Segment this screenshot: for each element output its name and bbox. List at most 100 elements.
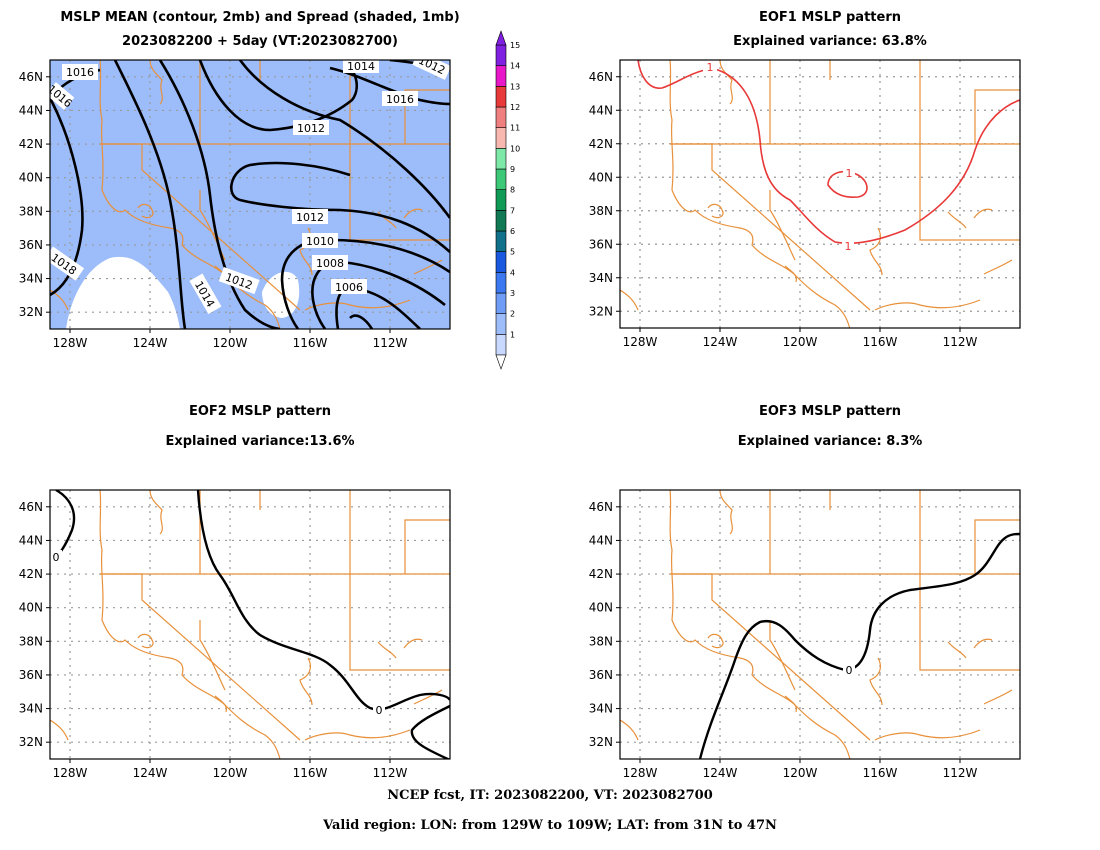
coastline-segment bbox=[349, 574, 450, 671]
colorbar-swatch bbox=[495, 65, 507, 87]
colorbar-swatch bbox=[495, 313, 507, 335]
y-tick-label: 32N bbox=[19, 305, 43, 319]
y-tick-label: 42N bbox=[19, 137, 43, 151]
x-tick-label: 120W bbox=[783, 335, 818, 349]
coastline-segment bbox=[99, 60, 281, 329]
panel3-map: 0 0 bbox=[50, 490, 450, 759]
isobar bbox=[50, 97, 84, 297]
colorbar-swatch bbox=[495, 334, 507, 356]
x-tick-label: 124W bbox=[133, 766, 168, 780]
coastline-segment bbox=[874, 729, 981, 741]
coastline-segment bbox=[784, 695, 797, 713]
coastline-segment bbox=[199, 620, 226, 691]
colorbar-swatch bbox=[495, 44, 507, 66]
x-tick-label: 120W bbox=[783, 766, 818, 780]
isobar bbox=[349, 314, 374, 329]
colorbar-label: 1 bbox=[510, 330, 515, 339]
coastline-segment bbox=[669, 490, 851, 759]
eof1-contours bbox=[637, 60, 1020, 245]
panel3-axes: 128W 124W 120W 116W 112W 46N 44N 42N 40N 38N 36N 34… bbox=[19, 500, 408, 780]
panel4-title-line1: EOF3 MSLP pattern bbox=[758, 404, 901, 419]
y-tick-label: 34N bbox=[19, 272, 43, 286]
y-tick-label: 32N bbox=[589, 735, 613, 749]
low-spread-area bbox=[66, 256, 180, 329]
colorbar-label: 3 bbox=[510, 289, 515, 298]
coastline-segment bbox=[403, 638, 423, 649]
y-tick-label: 40N bbox=[589, 170, 613, 184]
x-tick-label: 116W bbox=[863, 766, 898, 780]
coastline-segment bbox=[947, 211, 967, 229]
coastline-segment bbox=[620, 719, 639, 741]
colorbar-swatch bbox=[495, 148, 507, 170]
colorbar-label: 10 bbox=[510, 144, 520, 153]
panel1-map: 1016 1016 1014 1016 1012 1012 1010 1008 … bbox=[50, 60, 450, 329]
panel1-frame bbox=[49, 59, 451, 330]
coastline-segment bbox=[874, 299, 981, 311]
isobar-label: 1006 bbox=[335, 281, 363, 294]
x-tick-label: 112W bbox=[943, 335, 978, 349]
colorbar-label: 12 bbox=[510, 103, 520, 112]
y-tick-label: 36N bbox=[589, 668, 613, 682]
y-tick-label: 32N bbox=[19, 735, 43, 749]
panel2-axes: 128W 124W 120W 116W 112W 46N 44N 42N 40N 38N 36N 34… bbox=[589, 70, 978, 349]
coastline-segment bbox=[149, 60, 163, 105]
y-tick-label: 40N bbox=[19, 601, 43, 615]
x-tick-label: 116W bbox=[863, 335, 898, 349]
y-tick-label: 36N bbox=[589, 237, 613, 251]
colorbar-swatch bbox=[495, 272, 507, 294]
x-tick-label: 120W bbox=[213, 766, 248, 780]
coastline-segment bbox=[50, 289, 69, 311]
isobar bbox=[158, 60, 281, 329]
coastline-segment bbox=[973, 638, 993, 649]
coastline-segment bbox=[719, 490, 733, 535]
coastline-segment bbox=[299, 657, 313, 706]
x-tick-label: 128W bbox=[53, 766, 88, 780]
isobar bbox=[113, 60, 187, 329]
coastline-segment bbox=[403, 208, 423, 219]
coastline-segment bbox=[200, 490, 351, 575]
coastline-segment bbox=[377, 211, 397, 229]
coastline-segment bbox=[920, 89, 1020, 145]
coastline-segment bbox=[711, 574, 871, 741]
coastline-segment bbox=[920, 519, 1020, 575]
coastline-segment bbox=[919, 144, 1020, 241]
colorbar-top-arrow bbox=[495, 30, 507, 46]
isobar-label: 1008 bbox=[316, 257, 344, 270]
grid-lines bbox=[620, 60, 1020, 328]
x-tick-label: 128W bbox=[623, 766, 658, 780]
y-tick-label: 36N bbox=[19, 668, 43, 682]
y-tick-label: 40N bbox=[589, 601, 613, 615]
x-tick-label: 112W bbox=[373, 336, 408, 350]
coastline-segment bbox=[707, 633, 724, 649]
eof-contour-label: 1 bbox=[846, 167, 853, 180]
colorbar-label: 15 bbox=[510, 41, 520, 50]
colorbar-swatch bbox=[495, 210, 507, 232]
y-tick-label: 40N bbox=[19, 171, 43, 185]
y-tick-label: 44N bbox=[19, 103, 43, 117]
panel4-map: 0 bbox=[620, 490, 1020, 759]
colorbar-swatch bbox=[495, 168, 507, 190]
panel3-title-line1: EOF2 MSLP pattern bbox=[188, 404, 331, 419]
y-tick-label: 46N bbox=[19, 500, 43, 514]
isobar-label: 1016 bbox=[66, 66, 94, 79]
coastline-segment bbox=[869, 227, 883, 276]
low-spread-area bbox=[262, 271, 300, 318]
y-tick-label: 44N bbox=[589, 533, 613, 547]
x-tick-label: 112W bbox=[373, 766, 408, 780]
isobar-label: 1014 bbox=[347, 60, 375, 73]
grid-lines bbox=[620, 490, 1020, 759]
y-tick-label: 44N bbox=[19, 533, 43, 547]
y-tick-label: 46N bbox=[589, 70, 613, 84]
coastline-segment bbox=[973, 208, 993, 219]
panel2-title-line1: EOF1 MSLP pattern bbox=[758, 10, 901, 25]
coastline-segment bbox=[769, 190, 796, 261]
coastline-segment bbox=[141, 574, 301, 741]
y-tick-label: 46N bbox=[589, 500, 613, 514]
coastline-segment bbox=[784, 265, 797, 283]
coastline-segment bbox=[137, 203, 154, 219]
isobar-label: 1016 bbox=[386, 93, 414, 106]
coastline-segment bbox=[919, 574, 1020, 671]
eof-contour-label: 1 bbox=[845, 240, 852, 253]
grid-lines bbox=[50, 490, 450, 759]
